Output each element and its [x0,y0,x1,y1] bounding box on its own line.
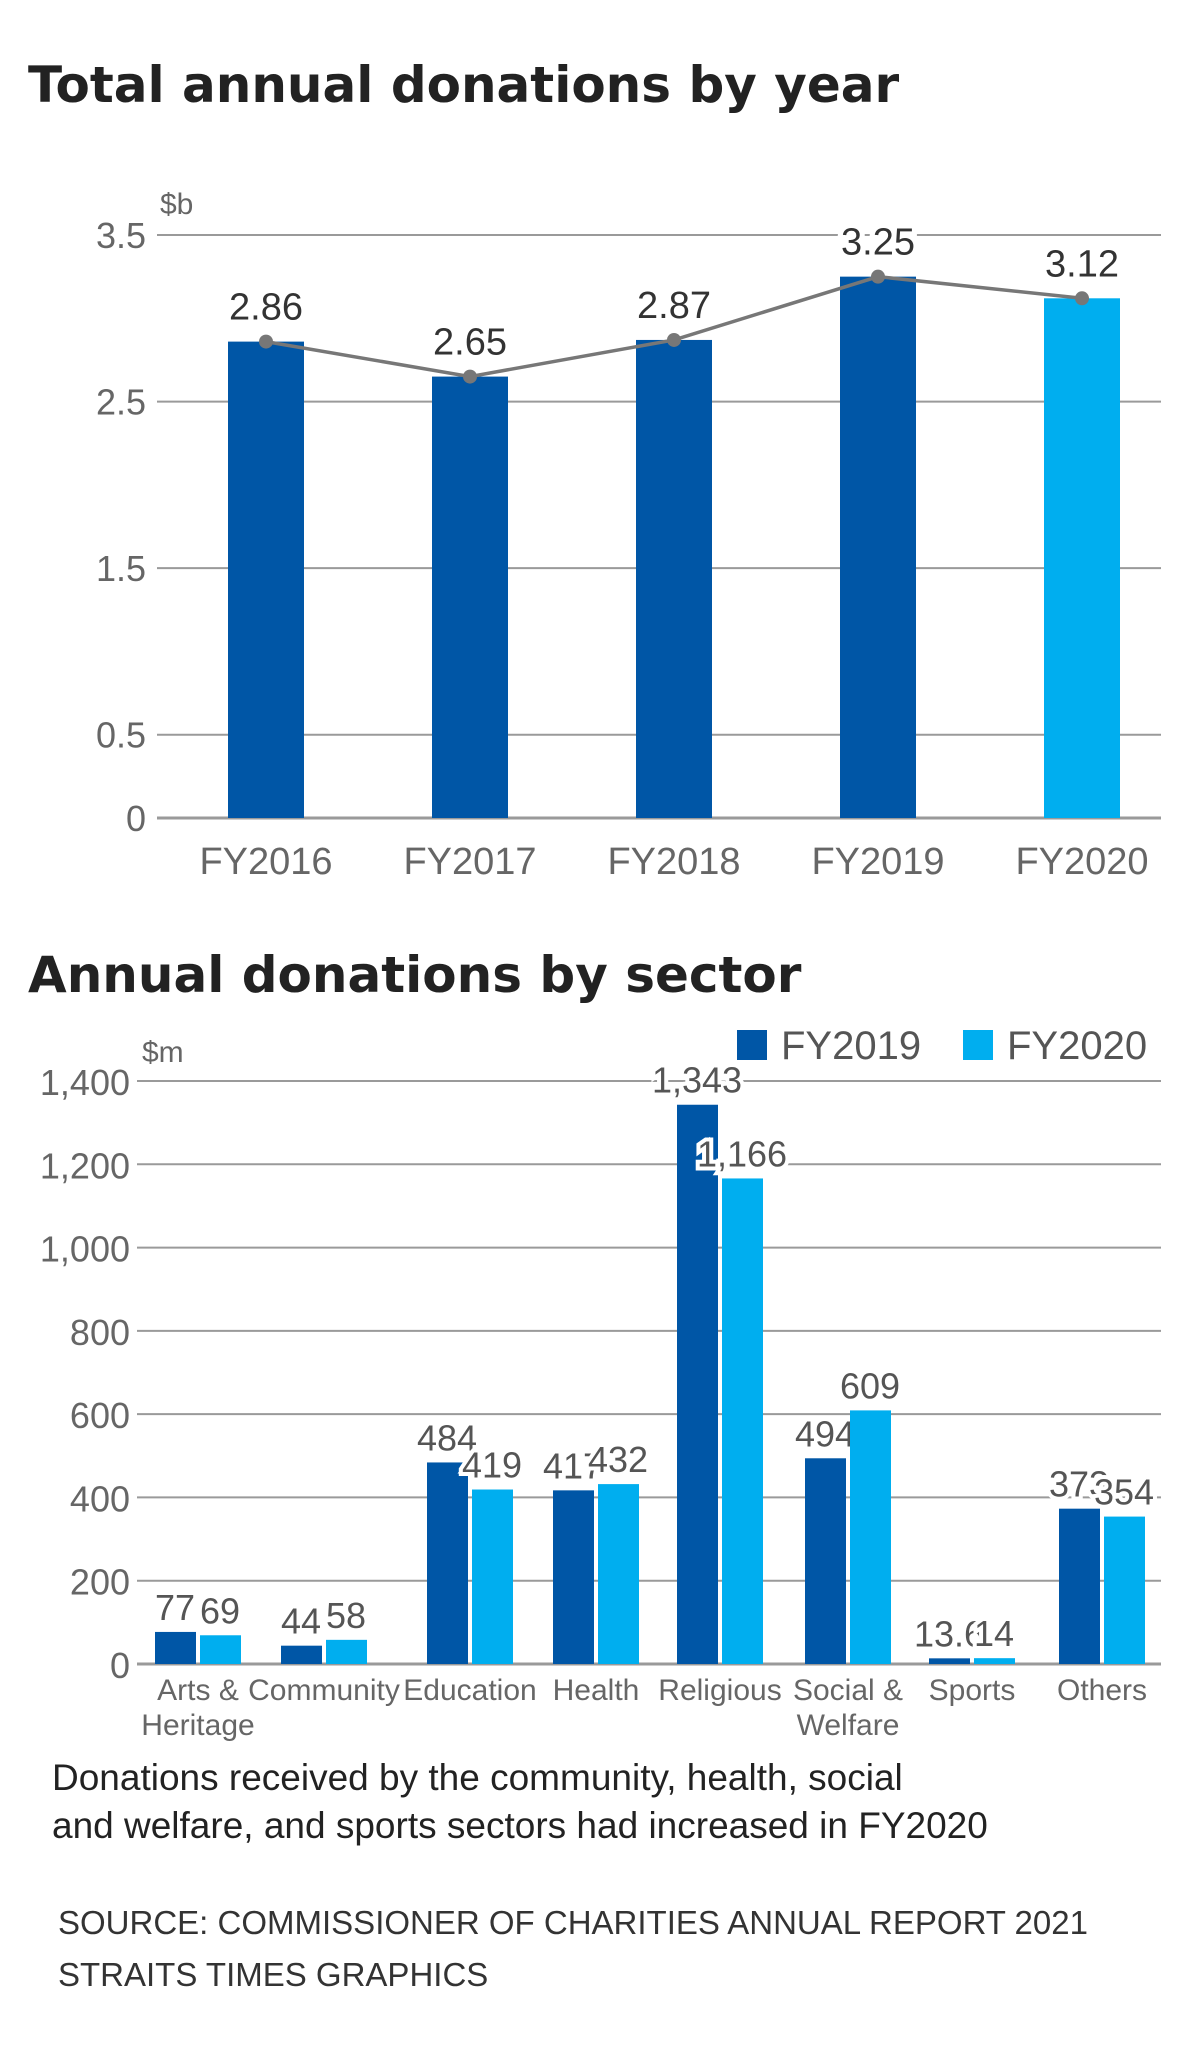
data-label: 13.6 [914,1613,984,1654]
category-label: Sports [929,1674,1016,1707]
trend-point [259,334,273,349]
data-label: 609 [840,1365,900,1406]
bar-fy2020 [974,1658,1015,1664]
bar-fy2020 [200,1635,241,1664]
x-tick-label: FY2019 [811,841,944,883]
data-label: 14 [974,1613,1014,1654]
bar-fy2020 [1104,1516,1145,1664]
y-tick-label: 1.5 [96,548,146,589]
legend: FY2019 FY2020 [737,1024,1147,1068]
data-label: 2.87 [637,285,711,327]
bar-fy2020 [472,1489,513,1664]
data-label: 44 [281,1601,321,1642]
data-label: 3.12 [1045,243,1119,285]
data-label: 1,166 [697,1133,787,1174]
source-line-1: SOURCE: COMMISSIONER OF CHARITIES ANNUAL… [58,1904,1088,1941]
trend-point [667,332,681,347]
bar-fy2019 [929,1658,970,1664]
trend-point [1075,291,1089,306]
data-label: 1,343 [652,1060,742,1101]
y-tick-label: 1,400 [40,1062,130,1103]
bar-fy2019 [840,276,916,819]
bar-fy2019 [1059,1508,1100,1664]
data-label: 494 [795,1413,855,1454]
bar-fy2019 [427,1462,468,1664]
y-tick-label: 600 [70,1395,130,1436]
x-tick-label: FY2017 [403,841,536,883]
legend-swatch-fy2019 [737,1030,767,1060]
y-tick-label: 200 [70,1562,130,1603]
data-label: 2.65 [433,322,507,364]
y-tick-label: 0.5 [96,715,146,756]
bar-fy2019 [553,1490,594,1664]
y-tick-label: 0 [126,798,146,839]
legend-label: FY2019 [781,1024,921,1068]
trend-point [463,369,477,384]
note-line-1: Donations received by the community, hea… [52,1757,903,1798]
y-tick-label: 0 [110,1645,130,1686]
x-tick-label: FY2016 [199,841,332,883]
x-tick-label: FY2018 [607,841,740,883]
data-label: 58 [326,1595,366,1636]
chart1-title: Total annual donations by year [28,56,899,114]
data-label: 419 [462,1445,522,1486]
data-label: 354 [1094,1472,1154,1513]
y-unit-label: $m [142,1036,184,1069]
category-label: Welfare [797,1709,900,1742]
legend-label: FY2020 [1007,1024,1147,1068]
bar-fy2020 [326,1639,367,1664]
source-line-2: STRAITS TIMES GRAPHICS [58,1956,488,1993]
bar-fy2019 [805,1458,846,1664]
y-tick-label: 2.5 [96,382,146,423]
y-tick-label: 800 [70,1312,130,1353]
bar-fy2020 [850,1410,891,1664]
y-unit-label: $b [160,188,193,221]
category-label: Arts & [157,1674,239,1707]
y-tick-label: 3.5 [96,215,146,256]
category-label: Others [1057,1674,1147,1707]
category-label: Social & [793,1674,903,1707]
y-tick-label: 1,000 [40,1229,130,1270]
category-label: Community [248,1674,400,1707]
bar-fy2017 [432,376,508,818]
bar-fy2018 [636,339,712,818]
bar-fy2020 [1044,298,1120,819]
category-label: Health [553,1674,640,1707]
bar-fy2016 [228,341,304,818]
trend-point [871,269,885,284]
data-label: 432 [588,1439,648,1480]
bar-fy2019 [155,1631,196,1664]
bar-fy2019 [281,1645,322,1664]
bar-fy2019 [677,1104,718,1664]
chart1-total-donations: 0 0.5 1.5 2.5 3.5 $b FY2016 FY2017 FY2018 FY2019 F… [96,188,1161,883]
bar-fy2020 [598,1484,639,1664]
x-tick-label: FY2020 [1015,841,1148,883]
data-label: 69 [200,1590,240,1631]
y-tick-label: 400 [70,1478,130,1519]
chart2-title: Annual donations by sector [28,946,802,1004]
bar-fy2020 [722,1178,763,1664]
category-label: Heritage [141,1709,254,1742]
data-label: 417 [543,1445,603,1486]
data-label: 2.86 [229,287,303,329]
category-label: Education [403,1674,536,1707]
note-line-2: and welfare, and sports sectors had incr… [52,1805,988,1846]
data-label: 373 [1049,1464,1109,1505]
legend-swatch-fy2020 [963,1030,993,1060]
data-label: 484 [417,1417,477,1458]
data-label: 3.25 [841,222,915,264]
category-label: Religious [658,1674,781,1707]
data-label: 77 [155,1587,195,1628]
y-tick-label: 1,200 [40,1145,130,1186]
